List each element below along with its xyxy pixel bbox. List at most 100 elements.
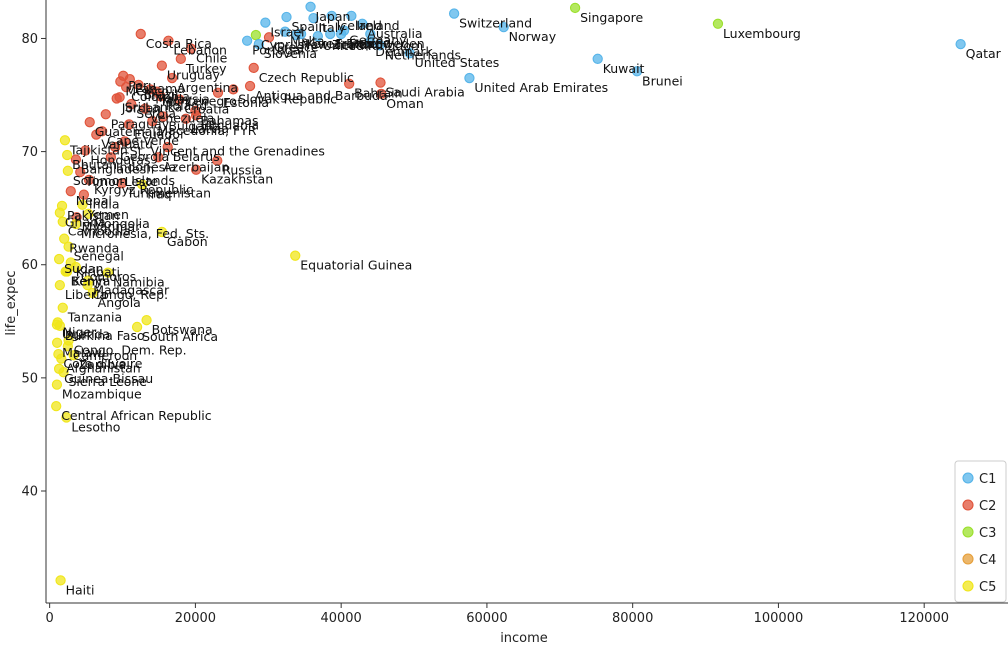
x-tick-label: 60000 [466,611,507,626]
point-label: Macedonia, FYR [157,123,256,138]
point-label: Kuwait [603,61,645,76]
data-point [62,341,74,352]
point-label: France [335,36,377,51]
point-label: Sweden [375,36,424,51]
point-label: Vanuatu [101,137,153,152]
data-point [448,8,460,19]
legend-marker [962,553,974,565]
point-label: Israel [270,25,304,40]
point-label: Ghana [65,215,106,230]
point-label: Tajikistan [69,142,128,157]
data-point [52,337,63,348]
data-point [54,207,65,218]
data-point [250,29,262,41]
y-tick-label: 50 [21,371,38,386]
data-point [180,113,192,124]
point-label: Botswana [152,322,213,337]
data-point [83,208,94,219]
point-label: Burkina Faso [65,328,145,343]
point-label: Russia [222,163,262,178]
x-tick-label: 100000 [754,611,804,626]
data-point [141,315,152,326]
data-point [68,350,79,361]
data-point [376,88,387,100]
data-point [174,94,185,105]
point-label: Turkey [185,61,227,76]
point-label: Brazil [144,87,179,102]
point-label: Croatia [184,102,229,117]
point-label: Namibia [113,275,165,290]
point-label: Timor-Leste [84,174,158,189]
data-point [61,412,72,423]
point-label: Japan [315,9,351,24]
data-point [75,166,86,178]
data-point [241,35,253,46]
data-point [263,32,275,43]
data-point [569,2,581,14]
data-point [228,84,239,95]
data-point [244,80,256,92]
data-point [110,141,121,153]
data-point [295,28,307,40]
data-point [111,93,122,104]
data-point [375,77,386,88]
point-label: Guinea-Bissau [64,371,153,386]
data-point [305,1,316,12]
data-point [147,115,158,127]
point-label: Zambia [79,357,126,372]
data-point [87,287,98,299]
data-point [82,279,93,291]
point-label: Yemen [86,207,128,222]
x-tick-label: 80000 [612,611,653,626]
point-label: India [89,197,120,212]
data-point [155,91,166,102]
point-label: Qatar [966,46,1002,61]
point-label: Switzerland [459,16,532,31]
data-point [281,11,292,23]
data-point [56,353,67,364]
point-label: Equatorial Guinea [300,258,412,273]
data-point [156,60,168,71]
point-label: Cape Verde [107,133,179,148]
point-label: Azerbaijan [163,159,229,174]
data-point [53,253,65,265]
data-point [91,129,102,140]
point-label: Mongolia [93,216,150,231]
point-label: United States [415,55,500,70]
point-label: Ecuador [134,126,186,141]
legend: C1 C2 C3 C4 C5 [954,460,1007,603]
data-point [135,28,146,40]
data-point [70,261,82,273]
data-point [54,279,65,291]
data-point [175,53,186,64]
point-label: Afghanistan [66,361,140,376]
data-point [464,72,475,84]
y-tick-label: 60 [21,258,38,273]
point-label: Cambodia [68,224,131,239]
point-label: Guatemala [95,124,164,139]
legend-marker [962,499,974,511]
data-point [105,152,117,163]
point-label: Korea, Rep. [306,36,377,51]
data-point [100,109,111,120]
data-point [121,81,132,93]
legend-marker [962,526,974,538]
axes: 0 20000 40000 60000 80000 100000 120000 40 50 60 7… [21,0,1008,626]
data-point [158,111,169,122]
data-point [404,48,415,59]
legend-label: C2 [979,499,996,514]
point-label: Congo, Dem. Rep. [74,343,187,358]
point-label: Venezuela [150,111,214,126]
y-tick-label: 80 [21,32,38,47]
point-label: Georgia [120,149,169,164]
data-point [212,87,224,98]
point-label: Bahrain [354,86,402,101]
point-label: Serbia [136,106,176,121]
data-point [70,218,82,230]
data-point [156,226,168,238]
point-label: Solomon Islands [73,173,175,188]
point-label: Denmark [375,44,433,59]
data-point [336,28,347,40]
data-point [357,18,368,29]
point-label: Haiti [66,582,95,597]
